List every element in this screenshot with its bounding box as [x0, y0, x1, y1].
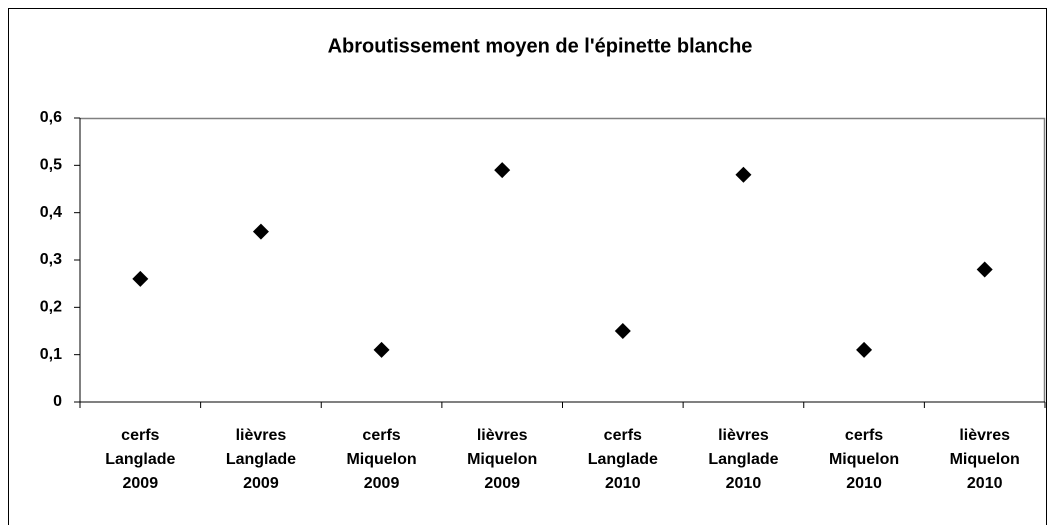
marker [735, 166, 752, 183]
y-tick-label: 0,3 [40, 251, 62, 268]
marker [856, 341, 873, 358]
y-tick-label: 0,1 [40, 346, 62, 363]
plot-frame [80, 117, 1046, 402]
y-tick-label: 0 [53, 393, 62, 410]
marker [252, 223, 269, 240]
x-tick-label: lièvres Miquelon 2009 [467, 427, 538, 492]
y-tick-label: 0,5 [40, 157, 62, 174]
marker [494, 162, 511, 179]
x-tick-label: cerfs Miquelon 2010 [828, 427, 900, 492]
x-tick-label: lièvres Langlade 2010 [708, 427, 779, 492]
x-tick-label: lièvres Miquelon 2010 [949, 427, 1020, 492]
marker [373, 341, 390, 358]
y-tick-label: 0,6 [40, 109, 62, 126]
y-tick-label: 0,2 [40, 299, 62, 316]
marker [976, 261, 993, 278]
x-tick-label: cerfs Miquelon 2009 [346, 427, 417, 492]
marker [614, 323, 631, 339]
chart-frame [8, 8, 1047, 525]
x-tick-label: cerfs Langlade 2009 [105, 427, 176, 492]
x-tick-label: lièvres Langlade 2009 [225, 427, 297, 492]
y-tick-label: 0,4 [40, 204, 62, 221]
x-tick-label: cerfs Langlade 2010 [587, 427, 658, 492]
marker [132, 270, 149, 287]
chart-title: Abroutissement moyen de l'épinette blanc… [328, 35, 753, 57]
